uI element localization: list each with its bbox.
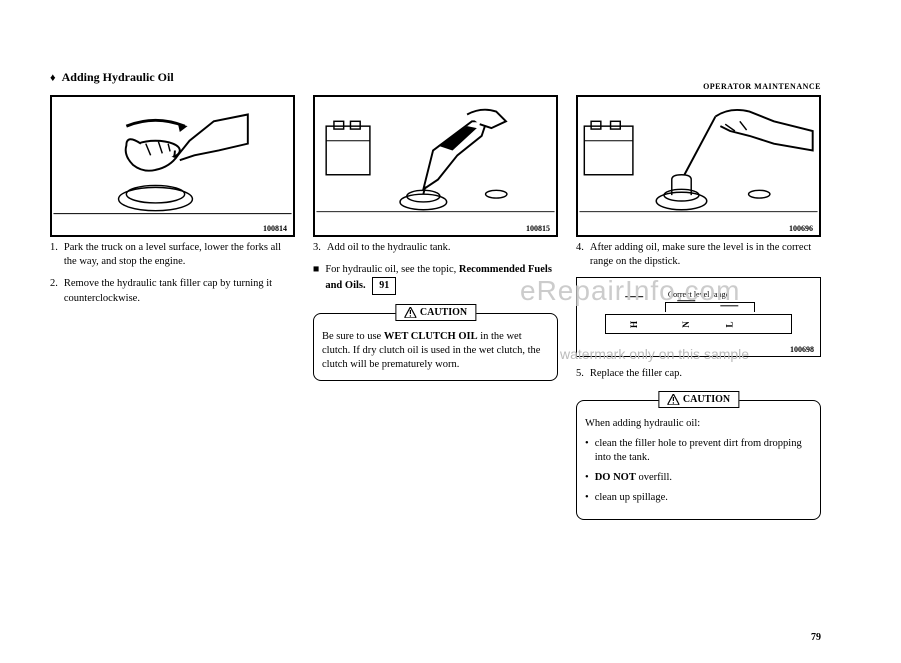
caution-intro: When adding hydraulic oil: [585, 417, 812, 431]
caution-box-clutch: CAUTION Be sure to use WET CLUTCH OIL in… [313, 313, 558, 382]
caution-item-bold: DO NOT [595, 472, 636, 483]
page-header: OPERATOR MAINTENANCE [703, 82, 821, 91]
caution-item-text: clean up spillage. [595, 491, 668, 505]
caution-item-text: clean the filler hole to prevent dirt fr… [595, 437, 812, 465]
step-2: 2. Remove the hydraulic tank filler cap … [50, 277, 295, 305]
caution-text: CAUTION [420, 306, 467, 320]
figure-remove-cap: 100814 [50, 95, 295, 237]
illustration-1 [52, 97, 293, 235]
bullet-text: For hydraulic oil, see the topic, Recomm… [325, 263, 558, 295]
step-text: Park the truck on a level surface, lower… [64, 241, 295, 269]
range-seg-l: L [720, 306, 738, 343]
step-number: 4. [576, 241, 584, 269]
content-columns: 100814 1. Park the truck on a level surf… [50, 95, 861, 520]
bullet-text-part: For hydraulic oil, see the topic, [325, 264, 459, 275]
page-number: 79 [811, 632, 821, 643]
note-bullet: ■ For hydraulic oil, see the topic, Reco… [313, 263, 558, 295]
step-text: After adding oil, make sure the level is… [590, 241, 821, 269]
illustration-2 [315, 97, 556, 235]
step-text: Add oil to the hydraulic tank. [327, 241, 558, 255]
step-1: 1. Park the truck on a level surface, lo… [50, 241, 295, 269]
figure-number: 100698 [790, 345, 814, 354]
step-3: 3. Add oil to the hydraulic tank. [313, 241, 558, 255]
column-2: 100815 3. Add oil to the hydraulic tank.… [313, 95, 558, 520]
step-number: 2. [50, 277, 58, 305]
step-number: 3. [313, 241, 321, 255]
step-text: Replace the filler cap. [590, 367, 821, 381]
figure-add-oil: 100815 [313, 95, 558, 237]
square-bullet-icon: ■ [313, 263, 319, 295]
warning-triangle-icon [667, 394, 679, 405]
reference-box: 91 [372, 277, 396, 295]
step-number: 5. [576, 367, 584, 381]
caution-list: clean the filler hole to prevent dirt fr… [585, 437, 812, 506]
step-number: 1. [50, 241, 58, 269]
column-3: 100696 4. After adding oil, make sure th… [576, 95, 821, 520]
caution-label: CAUTION [395, 304, 476, 322]
column-1: 100814 1. Park the truck on a level surf… [50, 95, 295, 520]
caution-item: clean up spillage. [585, 491, 812, 505]
caution-body-bold: WET CLUTCH OIL [384, 331, 478, 342]
caution-box-adding-oil: CAUTION When adding hydraulic oil: clean… [576, 400, 821, 521]
step-text: Remove the hydraulic tank filler cap by … [64, 277, 295, 305]
illustration-3 [578, 97, 819, 235]
figure-number: 100814 [263, 224, 287, 233]
range-bar: H N L [605, 314, 792, 334]
caution-text: CAUTION [683, 393, 730, 407]
warning-triangle-icon [404, 307, 416, 318]
step-4: 4. After adding oil, make sure the level… [576, 241, 821, 269]
caution-label: CAUTION [658, 391, 739, 409]
caution-item: DO NOT overfill. [585, 471, 812, 485]
caution-item-rest: overfill. [636, 472, 672, 483]
range-label: Correct level range [668, 290, 729, 299]
caution-item: clean the filler hole to prevent dirt fr… [585, 437, 812, 465]
range-seg-blank [760, 303, 778, 347]
figure-number: 100696 [789, 224, 813, 233]
caution-body-a: Be sure to use [322, 331, 384, 342]
figure-check-dipstick: 100696 [576, 95, 821, 237]
caution-item-text: DO NOT overfill. [595, 471, 672, 485]
figure-number: 100815 [526, 224, 550, 233]
diamond-bullet-icon: ♦ [50, 72, 56, 84]
range-seg-n: N [678, 300, 696, 348]
section-title-text: Adding Hydraulic Oil [62, 70, 174, 85]
dipstick-diagram: Correct level range H N L 100698 [576, 277, 821, 357]
step-5: 5. Replace the filler cap. [576, 367, 821, 381]
range-seg-h: H [625, 296, 643, 352]
